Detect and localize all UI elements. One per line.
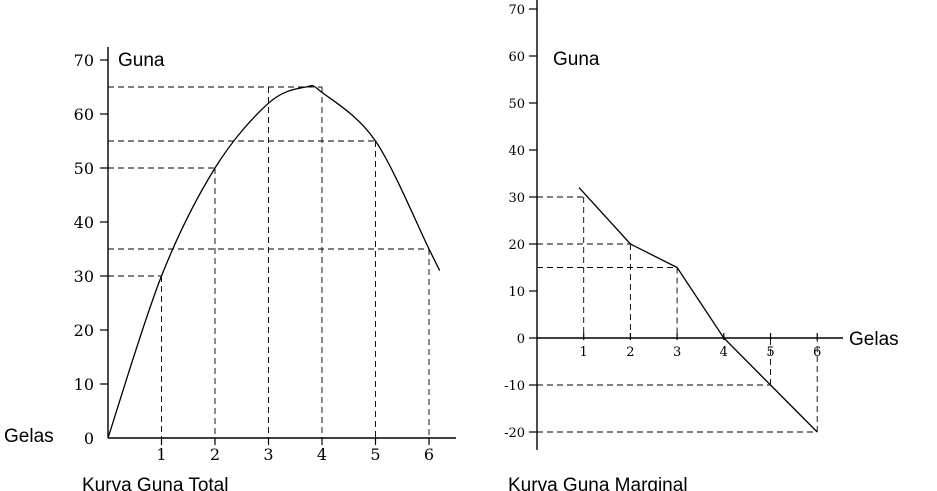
y-tick-label: 30 (74, 267, 94, 286)
y-tick-label: 0 (84, 429, 94, 448)
y-tick-label: 50 (508, 97, 525, 112)
marginal-utility-line (578, 187, 818, 433)
x-tick-label: 3 (263, 445, 273, 464)
y-tick-label: -20 (504, 426, 525, 441)
y-tick-label: 20 (508, 238, 525, 253)
y-tick-label: 10 (74, 375, 94, 394)
y-tick-label: 30 (508, 191, 525, 206)
y-tick-label: 40 (508, 144, 525, 159)
x-tick-label: 3 (673, 345, 681, 360)
chart-title: Kurva Guna Marginal (508, 475, 688, 491)
x-tick-label: 4 (317, 445, 327, 464)
y-tick-label: 50 (74, 159, 94, 178)
y-tick-label: 0 (517, 332, 525, 347)
x-tick-label: 5 (766, 345, 774, 360)
x-tick-label: 6 (813, 345, 821, 360)
x-tick-label: 5 (370, 445, 380, 464)
y-tick-label: 40 (74, 213, 94, 232)
x-tick-label: 4 (720, 345, 728, 360)
x-tick-label: 2 (626, 345, 634, 360)
chart-title: Kurva Guna Total (82, 475, 228, 491)
y-axis-label: Guna (118, 50, 165, 71)
x-axis-label: Gelas (4, 426, 54, 447)
x-tick-label: 6 (424, 445, 434, 464)
total-utility-curve (107, 84, 441, 439)
y-tick-label: -10 (504, 379, 525, 394)
chart-total-utility (100, 47, 456, 445)
x-tick-label: 1 (580, 345, 588, 360)
x-axis-label: Gelas (849, 329, 899, 350)
y-tick-label: 70 (508, 3, 525, 18)
y-tick-label: 20 (74, 321, 94, 340)
y-axis-label: Guna (553, 49, 600, 70)
y-tick-label: 60 (74, 105, 94, 124)
x-tick-label: 1 (156, 445, 166, 464)
chart-marginal-utility (529, 0, 843, 450)
y-tick-label: 60 (508, 50, 525, 65)
x-tick-label: 2 (210, 445, 220, 464)
y-tick-label: 70 (74, 51, 94, 70)
y-tick-label: 10 (508, 285, 525, 300)
